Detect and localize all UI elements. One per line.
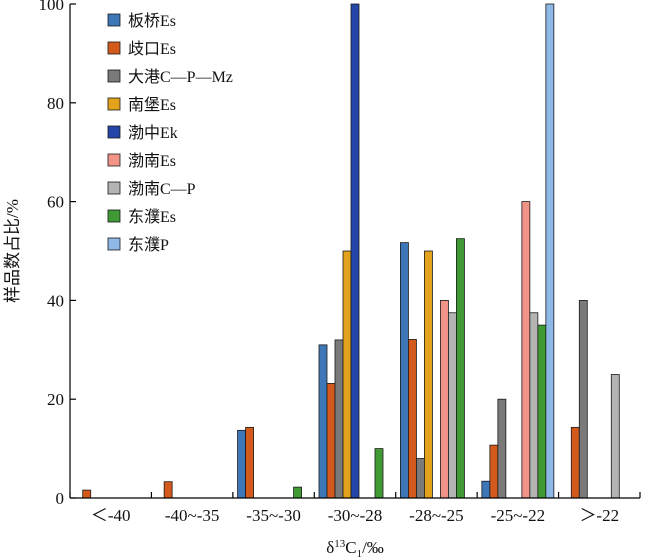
y-tick-label: 100 [39, 0, 65, 14]
y-axis-ticks: 0 20 40 60 80 100 [39, 0, 76, 508]
x-tick-label: ＞-22 [579, 506, 619, 525]
bar [318, 344, 328, 499]
bar [481, 480, 491, 499]
bar [326, 382, 336, 499]
bar [497, 398, 507, 499]
bar [350, 3, 360, 499]
x-tick-label: -40~-35 [165, 506, 220, 525]
bar [440, 299, 449, 499]
bar [82, 489, 92, 499]
bar [537, 324, 547, 499]
bar [545, 3, 555, 499]
legend-label: 渤南Es [128, 152, 176, 170]
x-axis-ticks: ＜-40 -40~-35 -35~-30 -30~-28 -28~-25 -25~-22 ＞… [69, 492, 641, 525]
legend-swatch [107, 181, 121, 195]
bar [578, 299, 588, 499]
bar [521, 201, 531, 499]
bar [570, 426, 580, 499]
x-axis-title: δ13C1/‰ [326, 538, 384, 560]
bar [610, 374, 620, 499]
bar [416, 458, 425, 499]
bar [334, 339, 344, 499]
legend-label: 歧口Es [128, 40, 176, 58]
legend-label: 渤中Ek [128, 124, 178, 142]
legend-label: 板桥Es [128, 12, 176, 30]
legend-swatch [107, 97, 121, 111]
legend-swatch [107, 13, 121, 27]
legend-swatch [107, 125, 121, 139]
bar [456, 238, 465, 499]
legend: 板桥Es 歧口Es 大港C—P—Mz 南堡Es 渤中Ek 渤南Es 渤南C—P 东濮Es 东濮P [107, 12, 233, 254]
bar [408, 339, 417, 499]
y-tick-label: 60 [47, 193, 64, 212]
y-tick-label: 40 [47, 291, 64, 310]
bar [400, 242, 409, 499]
y-axis-title: 样品数占比/% [3, 199, 22, 303]
x-tick-label: -35~-30 [246, 506, 301, 525]
legend-swatch [107, 69, 121, 83]
x-tick-label: -30~-28 [328, 506, 383, 525]
legend-label: 大港C—P—Mz [128, 68, 233, 86]
legend-swatch [107, 153, 121, 167]
legend-swatch [107, 41, 121, 55]
legend-swatch [107, 209, 121, 223]
bar [293, 486, 302, 499]
bar [424, 250, 433, 499]
legend-swatch [107, 237, 121, 251]
bar [245, 426, 254, 499]
bar [448, 312, 457, 499]
bar [237, 429, 246, 499]
y-tick-label: 20 [47, 390, 64, 409]
bars-group [82, 3, 620, 499]
legend-label: 东濮P [128, 236, 169, 254]
bar [529, 312, 539, 499]
y-tick-label: 80 [47, 94, 64, 113]
x-tick-label: -25~-22 [491, 506, 546, 525]
legend-label: 渤南C—P [128, 180, 196, 198]
bar [489, 444, 499, 499]
legend-label: 南堡Es [128, 96, 176, 114]
bar [342, 250, 352, 499]
legend-label: 东濮Es [128, 208, 176, 226]
y-tick-label: 0 [56, 489, 65, 508]
x-tick-label: ＜-40 [91, 506, 131, 525]
bar [374, 448, 384, 499]
bar [163, 481, 173, 499]
x-tick-label: -28~-25 [409, 506, 464, 525]
